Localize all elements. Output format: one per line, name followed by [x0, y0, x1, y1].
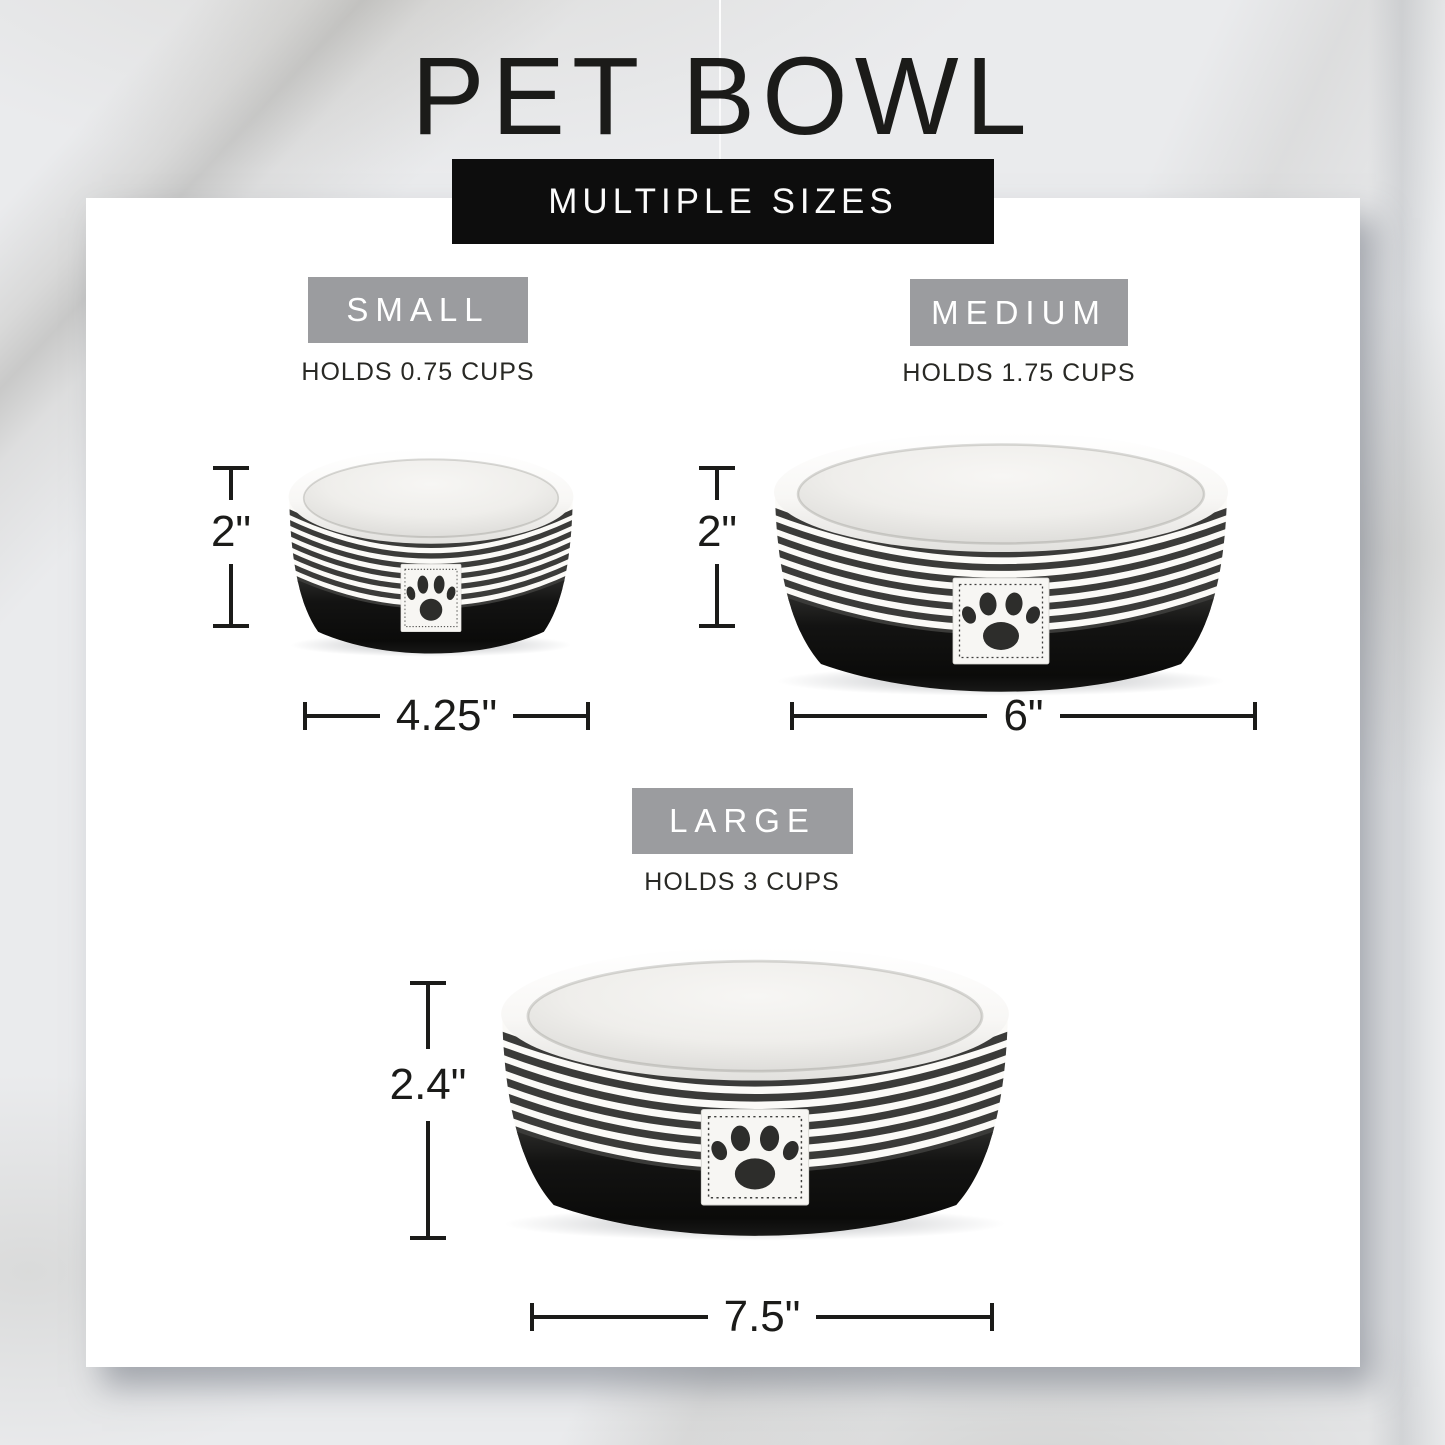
diameter-value-small: 4.25" [395, 691, 498, 740]
dimension-cap [699, 466, 735, 470]
dimension-line [307, 714, 380, 718]
marble-seam-line [719, 0, 721, 200]
height-dimension-medium: 2" [689, 466, 745, 628]
subtitle-banner-label: MULTIPLE SIZES [548, 181, 898, 221]
height-value-small: 2" [210, 507, 252, 556]
size-badge-small: SMALL [308, 277, 528, 343]
dimension-line [426, 985, 430, 1049]
diameter-value-large: 7.5" [723, 1292, 801, 1341]
width-dimension-small: 4.25" [303, 691, 591, 740]
dimension-cap [213, 624, 249, 628]
height-value-large: 2.4" [389, 1060, 467, 1109]
size-badge-large-label: LARGE [669, 802, 816, 839]
capacity-label-medium: HOLDS 1.75 CUPS [902, 359, 1136, 387]
dimension-line [794, 714, 988, 718]
page-title: PET BOWL [411, 34, 1034, 158]
dimension-cap [1253, 702, 1257, 730]
dimension-cap [213, 466, 249, 470]
dimension-cap [699, 624, 735, 628]
dimension-cap [990, 1303, 995, 1331]
bowl-image-medium [773, 430, 1229, 700]
width-dimension-medium: 6" [790, 691, 1257, 740]
subtitle-banner: MULTIPLE SIZES [452, 159, 994, 244]
size-badge-medium: MEDIUM [910, 279, 1128, 346]
dimension-cap [410, 1236, 446, 1240]
bowl-image-large [500, 945, 1010, 1245]
dimension-line [816, 1315, 991, 1319]
height-value-medium: 2" [696, 507, 738, 556]
dimension-line [426, 1121, 430, 1236]
height-dimension-small: 2" [203, 466, 259, 628]
capacity-label-small: HOLDS 0.75 CUPS [301, 358, 535, 386]
dimension-cap [530, 1303, 534, 1331]
dimension-line [513, 714, 587, 718]
dimension-line [229, 564, 233, 624]
dimension-line [715, 470, 719, 500]
dimension-line [534, 1315, 708, 1319]
diameter-value-medium: 6" [1003, 691, 1044, 740]
size-badge-large: LARGE [632, 788, 853, 854]
dimension-cap [303, 702, 307, 730]
width-dimension-large: 7.5" [530, 1292, 995, 1341]
dimension-line [715, 564, 719, 624]
height-dimension-large: 2.4" [390, 981, 466, 1240]
bowl-image-small [288, 448, 574, 660]
size-badge-medium-label: MEDIUM [931, 293, 1107, 331]
capacity-label-large: HOLDS 3 CUPS [644, 868, 840, 896]
dimension-cap [586, 702, 591, 730]
dimension-line [1059, 714, 1253, 718]
dimension-line [229, 470, 233, 500]
dimension-cap [790, 702, 794, 730]
size-badge-small-label: SMALL [346, 291, 490, 328]
dimension-cap [410, 981, 446, 985]
